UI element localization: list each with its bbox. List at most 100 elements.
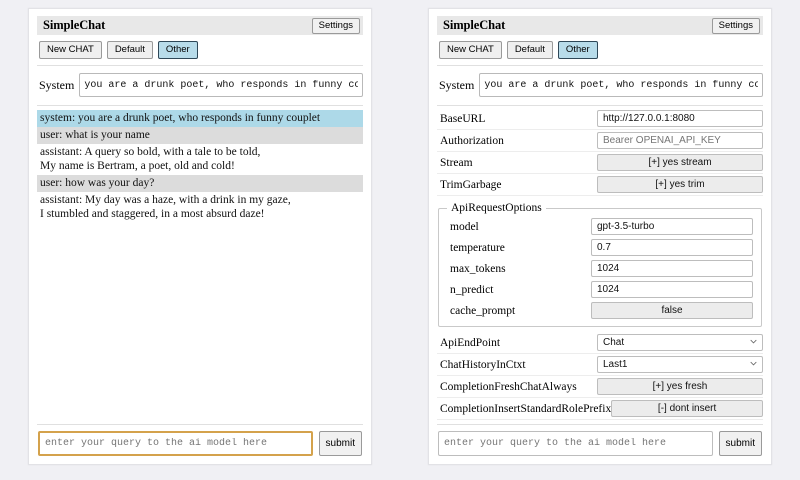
setting-control: false [591,302,753,319]
setting-row-completionfreshchatalways: CompletionFreshChatAlways [+] yes fresh [437,376,763,398]
setting-label-temperature: temperature [450,241,505,254]
submit-button[interactable]: submit [318,431,362,456]
setting-label-max-tokens: max_tokens [450,262,506,275]
tab-default[interactable]: Default [106,41,153,59]
page-title: SimpleChat [443,18,506,32]
divider [37,65,363,66]
setting-label-completionfreshchatalways: CompletionFreshChatAlways [440,380,577,393]
chathistoryinctxt-select[interactable]: Last1 [597,356,763,373]
tab-other[interactable]: Other [557,41,598,59]
setting-label-n-predict: n_predict [450,283,494,296]
tab-bar-left: New CHAT Default Other [37,35,363,65]
chat-message-user: user: how was your day? [37,175,363,192]
page-title: SimpleChat [43,18,106,32]
setting-control [591,260,753,277]
setting-control [591,218,753,235]
setting-row-max-tokens: max_tokens [447,258,753,279]
setting-row-n-predict: n_predict [447,279,753,300]
setting-control [597,110,763,127]
setting-label-chathistoryinctxt: ChatHistoryInCtxt [440,358,526,371]
divider [437,424,763,425]
apiendpoint-select[interactable]: Chat [597,334,763,351]
divider [437,105,763,106]
chevron-down-icon [750,339,757,344]
tab-new-chat[interactable]: New CHAT [39,41,102,59]
max-tokens-input[interactable] [591,260,753,277]
chat-message-assistant: assistant: A query so bold, with a tale … [37,144,363,175]
setting-label-cache-prompt: cache_prompt [450,304,516,317]
cache-prompt-toggle-button[interactable]: false [591,302,753,319]
setting-row-stream: Stream [+] yes stream [437,152,763,174]
fieldset-legend: ApiRequestOptions [451,202,542,214]
setting-control: [+] yes stream [597,154,763,171]
setting-control: [-] dont insert [611,400,763,417]
settings-button[interactable]: Settings [711,17,760,34]
tab-bar-right: New CHAT Default Other [437,35,763,65]
setting-row-completioninsertstandardroleprefix: CompletionInsertStandardRolePrefix [-] d… [437,398,763,420]
setting-control: Last1 [597,356,763,373]
system-prompt-row-right: System [437,66,763,105]
divider [37,105,363,106]
trimgarbage-toggle-button[interactable]: [+] yes trim [597,176,763,193]
chevron-down-icon [750,361,757,366]
system-prompt-input[interactable] [79,73,363,97]
chat-message-system: system: you are a drunk poet, who respon… [37,110,363,127]
query-input[interactable] [438,431,713,456]
setting-label-authorization: Authorization [440,134,504,147]
setting-control [597,132,763,149]
apiendpoint-select-value: Chat [603,337,625,348]
completioninsertstandardroleprefix-toggle-button[interactable]: [-] dont insert [611,400,763,417]
chat-message-user: user: what is your name [37,127,363,144]
settings-list: BaseURL Authorization Stream [+] yes str… [437,106,763,424]
temperature-input[interactable] [591,239,753,256]
model-input[interactable] [591,218,753,235]
divider [437,65,763,66]
setting-row-authorization: Authorization [437,130,763,152]
query-row-right: submit [437,431,763,464]
authorization-input[interactable] [597,132,763,149]
tab-other[interactable]: Other [157,41,198,59]
setting-row-cache-prompt: cache_prompt false [447,300,753,321]
titlebar-left: SimpleChat Settings [37,16,363,35]
system-label: System [439,77,475,92]
baseurl-input[interactable] [597,110,763,127]
setting-label-stream: Stream [440,156,473,169]
divider [37,424,363,425]
setting-control [591,239,753,256]
tab-new-chat[interactable]: New CHAT [439,41,502,59]
query-row-left: submit [37,431,363,464]
submit-button[interactable]: submit [718,431,762,456]
stream-toggle-button[interactable]: [+] yes stream [597,154,763,171]
setting-row-trimgarbage: TrimGarbage [+] yes trim [437,174,763,196]
setting-control: [+] yes fresh [597,378,763,395]
setting-label-apiendpoint: ApiEndPoint [440,336,501,349]
n-predict-input[interactable] [591,281,753,298]
titlebar-right: SimpleChat Settings [437,16,763,35]
setting-label-baseurl: BaseURL [440,112,486,125]
chat-panel: SimpleChat Settings New CHAT Default Oth… [28,8,372,465]
setting-control: Chat [597,334,763,351]
setting-row-baseurl: BaseURL [437,108,763,130]
chathistoryinctxt-select-value: Last1 [603,359,628,370]
api-request-options-fieldset: ApiRequestOptions model temperature [438,202,762,327]
setting-control [591,281,753,298]
settings-button[interactable]: Settings [311,17,360,34]
setting-label-model: model [450,220,479,233]
system-prompt-row-left: System [37,66,363,105]
system-label: System [39,77,75,92]
completionfreshchatalways-toggle-button[interactable]: [+] yes fresh [597,378,763,395]
setting-control: [+] yes trim [597,176,763,193]
setting-row-model: model [447,216,753,237]
system-prompt-input[interactable] [479,73,763,97]
setting-label-trimgarbage: TrimGarbage [440,178,502,191]
setting-row-chathistoryinctxt: ChatHistoryInCtxt Last1 [437,354,763,376]
setting-row-apiendpoint: ApiEndPoint Chat [437,332,763,354]
tab-default[interactable]: Default [506,41,553,59]
chat-message-assistant: assistant: My day was a haze, with a dri… [37,192,363,223]
chat-log: system: you are a drunk poet, who respon… [37,106,363,424]
setting-row-temperature: temperature [447,237,753,258]
settings-panel: SimpleChat Settings New CHAT Default Oth… [428,8,772,465]
setting-label-completioninsertstandardroleprefix: CompletionInsertStandardRolePrefix [440,402,612,415]
query-input[interactable] [38,431,313,456]
